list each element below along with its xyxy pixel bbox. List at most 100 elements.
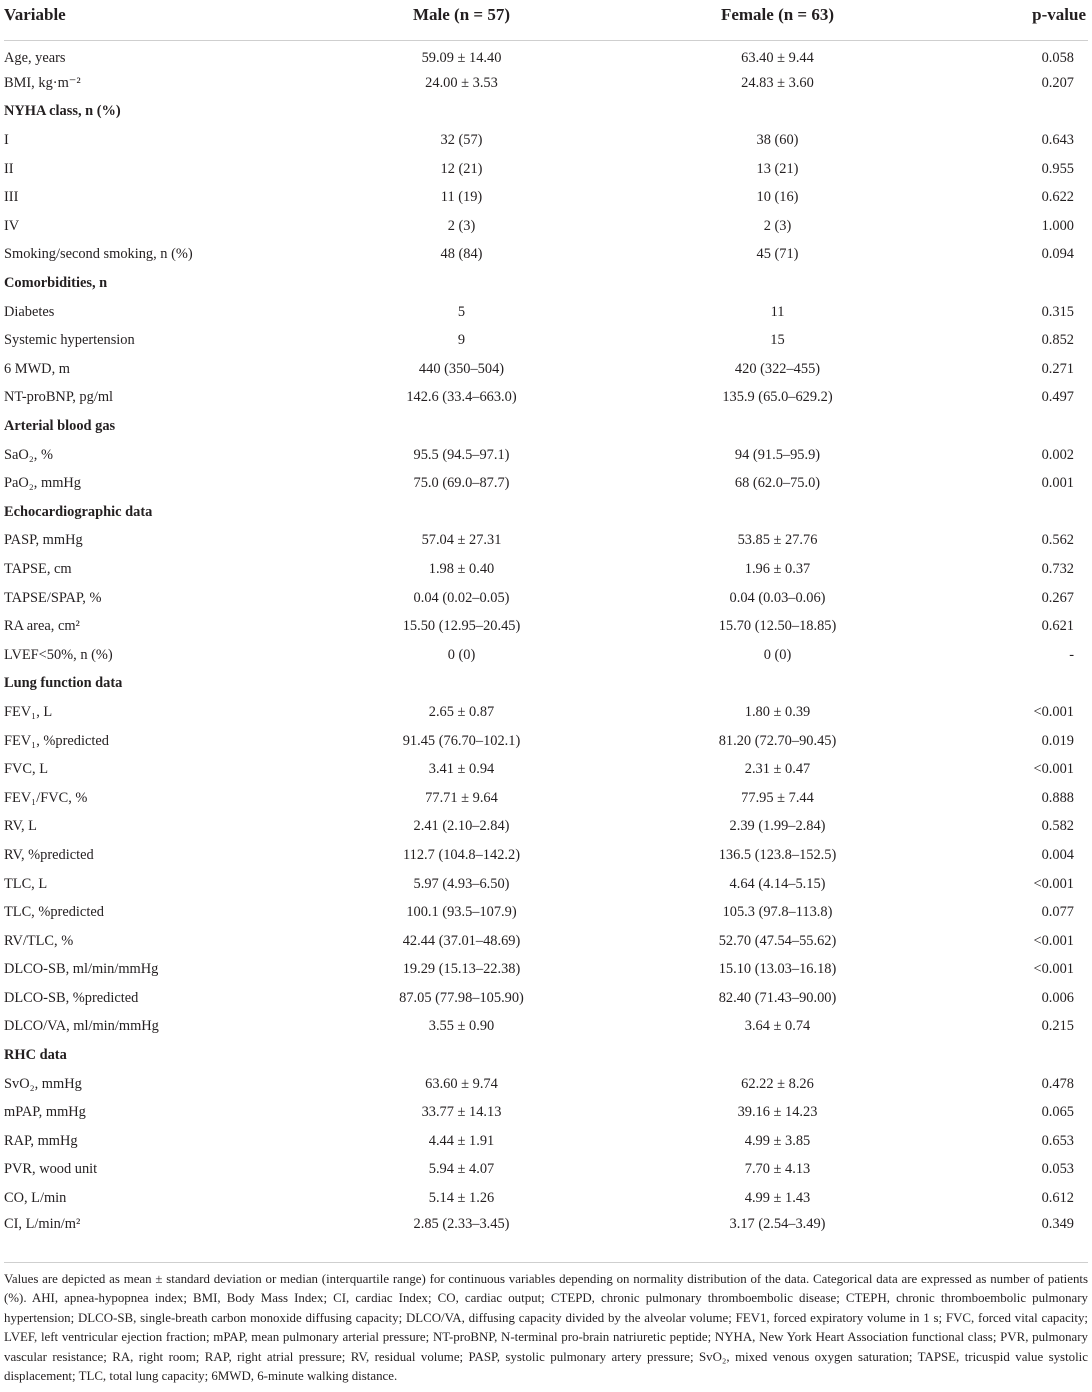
male-value-cell: 11 (19): [440, 189, 483, 206]
p-value-cell: -: [1069, 646, 1074, 663]
table-row: Diabetes 5 11 0.315: [4, 298, 1088, 327]
table-header-row: Variable Male (n = 57) Female (n = 63) p…: [4, 0, 1088, 41]
female-value-cell: 2.39 (1.99–2.84): [729, 818, 826, 835]
p-value-cell: 1.000: [1041, 217, 1074, 234]
male-value-cell: 0 (0): [447, 646, 476, 663]
table-row: IV 2 (3) 2 (3) 1.000: [4, 212, 1088, 241]
female-value-cell: 2 (3): [763, 217, 792, 234]
variable-cell: SaO₂, %: [4, 446, 53, 463]
variable-cell: Systemic hypertension: [4, 332, 135, 349]
table-row: LVEF<50%, n (%) 0 (0) 0 (0) -: [4, 641, 1088, 670]
p-value-cell: [936, 269, 1088, 298]
section-header-row: Arterial blood gas: [4, 412, 1088, 441]
male-value-cell: [304, 498, 619, 527]
female-value-cell: [619, 1041, 936, 1070]
male-value-cell: 0.04 (0.02–0.05): [413, 589, 510, 606]
section-header-row: RHC data: [4, 1041, 1088, 1070]
variable-cell: PVR, wood unit: [4, 1161, 98, 1178]
variable-cell: DLCO-SB, %predicted: [4, 989, 139, 1006]
male-value-cell: 57.04 ± 27.31: [421, 532, 502, 549]
p-value-cell: 0.612: [1041, 1190, 1074, 1207]
p-value-cell: 0.077: [1041, 904, 1074, 921]
table-row: II 12 (21) 13 (21) 0.955: [4, 155, 1088, 184]
female-value-cell: 7.70 ± 4.13: [744, 1161, 811, 1178]
table-bottom-rule: [4, 1262, 1088, 1263]
female-value-cell: 136.5 (123.8–152.5): [718, 846, 837, 863]
p-value-cell: <0.001: [1033, 761, 1075, 778]
female-value-cell: 1.80 ± 0.39: [744, 703, 811, 720]
variable-cell: RAP, mmHg: [4, 1132, 78, 1149]
female-value-cell: 81.20 (72.70–90.45): [718, 732, 837, 749]
male-value-cell: 1.98 ± 0.40: [428, 560, 495, 577]
variable-cell: FEV₁/FVC, %: [4, 789, 88, 806]
table-row: DLCO-SB, %predicted 87.05 (77.98–105.90) 8…: [4, 984, 1088, 1013]
female-value-cell: [619, 269, 936, 298]
female-value-cell: 53.85 ± 27.76: [737, 532, 818, 549]
female-value-cell: [619, 498, 936, 527]
p-value-cell: 0.065: [1041, 1104, 1074, 1121]
male-value-cell: 42.44 (37.01–48.69): [402, 932, 521, 949]
female-value-cell: 0.04 (0.03–0.06): [729, 589, 826, 606]
p-value-cell: <0.001: [1033, 875, 1075, 892]
p-value-cell: 0.562: [1041, 532, 1074, 549]
section-header-row: Echocardiographic data: [4, 498, 1088, 527]
male-value-cell: [304, 1041, 619, 1070]
p-value-cell: [936, 670, 1088, 699]
male-value-cell: 32 (57): [440, 132, 483, 149]
table-row: RA area, cm² 15.50 (12.95–20.45) 15.70 (12…: [4, 612, 1088, 641]
female-value-cell: 62.22 ± 8.26: [741, 1075, 814, 1092]
table-row: FEV₁, L 2.65 ± 0.87 1.80 ± 0.39 <0.001: [4, 698, 1088, 727]
male-value-cell: 3.41 ± 0.94: [428, 761, 495, 778]
section-header-row: NYHA class, n (%): [4, 98, 1088, 127]
variable-cell: RV, %predicted: [4, 846, 94, 863]
female-value-cell: 13 (21): [756, 160, 799, 177]
female-value-cell: 52.70 (47.54–55.62): [718, 932, 837, 949]
female-value-cell: [619, 98, 936, 127]
data-table-container: Variable Male (n = 57) Female (n = 63) p…: [4, 0, 1088, 1241]
table-row: TAPSE/SPAP, % 0.04 (0.02–0.05) 0.04 (0.03–…: [4, 584, 1088, 613]
female-value-cell: 15.10 (13.03–16.18): [718, 961, 837, 978]
section-header-row: Lung function data: [4, 670, 1088, 699]
variable-cell: RA area, cm²: [4, 618, 80, 635]
header-male: Male (n = 57): [304, 0, 619, 41]
table-row: RV, L 2.41 (2.10–2.84) 2.39 (1.99–2.84) 0.5…: [4, 813, 1088, 842]
male-value-cell: [304, 269, 619, 298]
variable-cell: DLCO/VA, ml/min/mmHg: [4, 1018, 159, 1035]
male-value-cell: 75.0 (69.0–87.7): [413, 475, 510, 492]
male-value-cell: 24.00 ± 3.53: [425, 74, 498, 91]
male-value-cell: 19.29 (15.13–22.38): [402, 961, 521, 978]
p-value-cell: [936, 412, 1088, 441]
female-value-cell: 94 (91.5–95.9): [734, 446, 821, 463]
variable-cell: mPAP, mmHg: [4, 1104, 86, 1121]
variable-cell: IV: [4, 217, 20, 234]
header-female: Female (n = 63): [619, 0, 936, 41]
male-value-cell: 12 (21): [440, 160, 483, 177]
variable-cell: FVC, L: [4, 761, 48, 778]
p-value-cell: 0.094: [1041, 246, 1074, 263]
variable-cell: 6 MWD, m: [4, 360, 70, 377]
p-value-cell: 0.653: [1041, 1132, 1074, 1149]
table-row: Smoking/second smoking, n (%) 48 (84) 45 (…: [4, 241, 1088, 270]
male-value-cell: 59.09 ± 14.40: [421, 49, 502, 66]
variable-cell: NYHA class, n (%): [4, 103, 121, 120]
variable-cell: Echocardiographic data: [4, 503, 153, 520]
variable-cell: Arterial blood gas: [4, 418, 116, 435]
male-value-cell: 5.14 ± 1.26: [428, 1190, 495, 1207]
male-value-cell: 87.05 (77.98–105.90): [399, 989, 524, 1006]
p-value-cell: <0.001: [1033, 961, 1075, 978]
female-value-cell: [619, 412, 936, 441]
female-value-cell: 4.99 ± 1.43: [744, 1190, 811, 1207]
variable-cell: NT-proBNP, pg/ml: [4, 389, 114, 406]
female-value-cell: 135.9 (65.0–629.2): [722, 389, 833, 406]
variable-cell: TAPSE, cm: [4, 560, 72, 577]
variable-cell: CO, L/min: [4, 1190, 67, 1207]
table-body: Age, years 59.09 ± 14.40 63.40 ± 9.44 0.058…: [4, 41, 1088, 1242]
p-value-cell: 0.732: [1041, 560, 1074, 577]
p-value-cell: 0.006: [1041, 989, 1074, 1006]
p-value-cell: 0.643: [1041, 132, 1074, 149]
female-value-cell: 77.95 ± 7.44: [741, 789, 814, 806]
male-value-cell: 77.71 ± 9.64: [425, 789, 498, 806]
p-value-cell: 0.478: [1041, 1075, 1074, 1092]
variable-cell: SvO₂, mmHg: [4, 1075, 82, 1092]
table-row: Systemic hypertension 9 15 0.852: [4, 326, 1088, 355]
